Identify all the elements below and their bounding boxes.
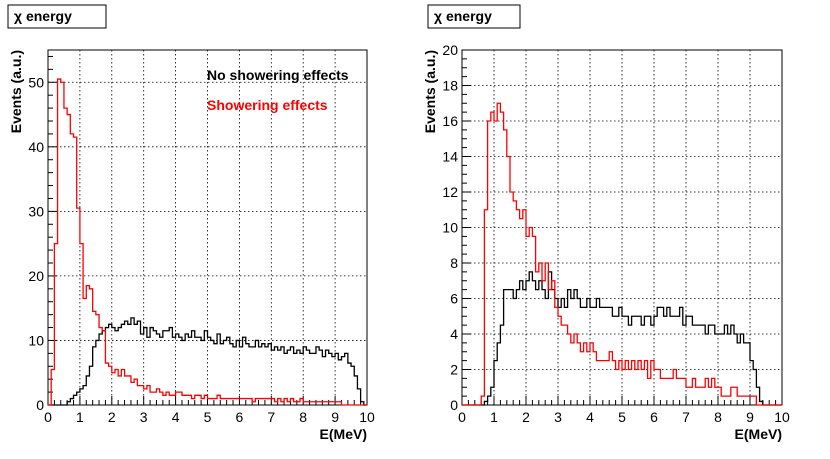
- chart1-x-tick-label: 3: [140, 409, 148, 425]
- chart1-legend-entry: No showering effects: [207, 67, 349, 83]
- chart1-y-tick-label: 20: [28, 268, 44, 284]
- chart2-title-box: [427, 4, 521, 29]
- chart2-series-2-line: [462, 102, 782, 406]
- chart2-x-tick-label: 9: [746, 409, 754, 425]
- chart1-x-tick-label: 5: [204, 409, 212, 425]
- chart1-y-axis-label: Events (a.u.): [8, 50, 24, 133]
- chart2-y-tick-label: 20: [442, 42, 458, 58]
- chart1-x-tick-label: 1: [76, 409, 84, 425]
- chart2-y-tick-label: 4: [450, 326, 458, 342]
- chart2-x-tick-label: 6: [650, 409, 658, 425]
- chart2-x-axis-label: E(MeV): [735, 426, 782, 442]
- chart2-y-tick-label: 2: [450, 362, 458, 378]
- chart2-x-tick-label: 7: [682, 409, 690, 425]
- chart2-y-tick-label: 6: [450, 291, 458, 307]
- chart2-y-tick-label: 12: [442, 184, 458, 200]
- chart1-y-tick-label: 40: [28, 139, 44, 155]
- chart2-x-tick-label: 1: [490, 409, 498, 425]
- chart2-x-tick-label: 4: [586, 409, 594, 425]
- chart1-y-tick-label: 10: [28, 332, 44, 348]
- chart1-x-tick-label: 9: [331, 409, 339, 425]
- chart2-title: χ energy: [434, 8, 492, 24]
- chart2-x-tick-label: 0: [458, 409, 466, 425]
- chart2-x-tick-label: 8: [714, 409, 722, 425]
- chart2-x-tick-label: 2: [522, 409, 530, 425]
- chart1-title-box: [7, 4, 107, 29]
- chart1-x-tick-label: 2: [108, 409, 116, 425]
- chart1-x-tick-label: 8: [299, 409, 307, 425]
- chart2-y-axis-label: Events (a.u.): [422, 50, 438, 133]
- chart1-x-tick-label: 7: [267, 409, 275, 425]
- chart1-title: χ energy: [14, 8, 72, 24]
- chart2-x-tick-label: 10: [774, 409, 790, 425]
- chart2-y-tick-label: 10: [442, 220, 458, 236]
- chart2-x-tick-label: 5: [618, 409, 626, 425]
- chart2-y-tick-label: 14: [442, 149, 458, 165]
- chart1-x-tick-label: 4: [172, 409, 180, 425]
- chart1-y-tick-label: 0: [36, 397, 44, 413]
- chart1-y-tick-label: 50: [28, 74, 44, 90]
- chart2-y-tick-label: 8: [450, 255, 458, 271]
- chart1-x-axis-label: E(MeV): [320, 426, 367, 442]
- chart1-plot-frame: [47, 49, 368, 406]
- chart1-x-tick-label: 6: [236, 409, 244, 425]
- chart1-legend-entry: Showering effects: [207, 97, 328, 113]
- chart2-series-1-line: [462, 271, 782, 406]
- chart2-y-tick-label: 18: [442, 78, 458, 94]
- chart1-series-2-line: [48, 78, 367, 406]
- chart1-y-tick-label: 30: [28, 203, 44, 219]
- chart1-x-tick-label: 10: [359, 409, 375, 425]
- chart2-y-tick-label: 0: [450, 397, 458, 413]
- chart1-series-1-line: [48, 317, 367, 406]
- chart1-x-tick-label: 0: [44, 409, 52, 425]
- chart2-x-tick-label: 3: [554, 409, 562, 425]
- chart2-y-tick-label: 16: [442, 113, 458, 129]
